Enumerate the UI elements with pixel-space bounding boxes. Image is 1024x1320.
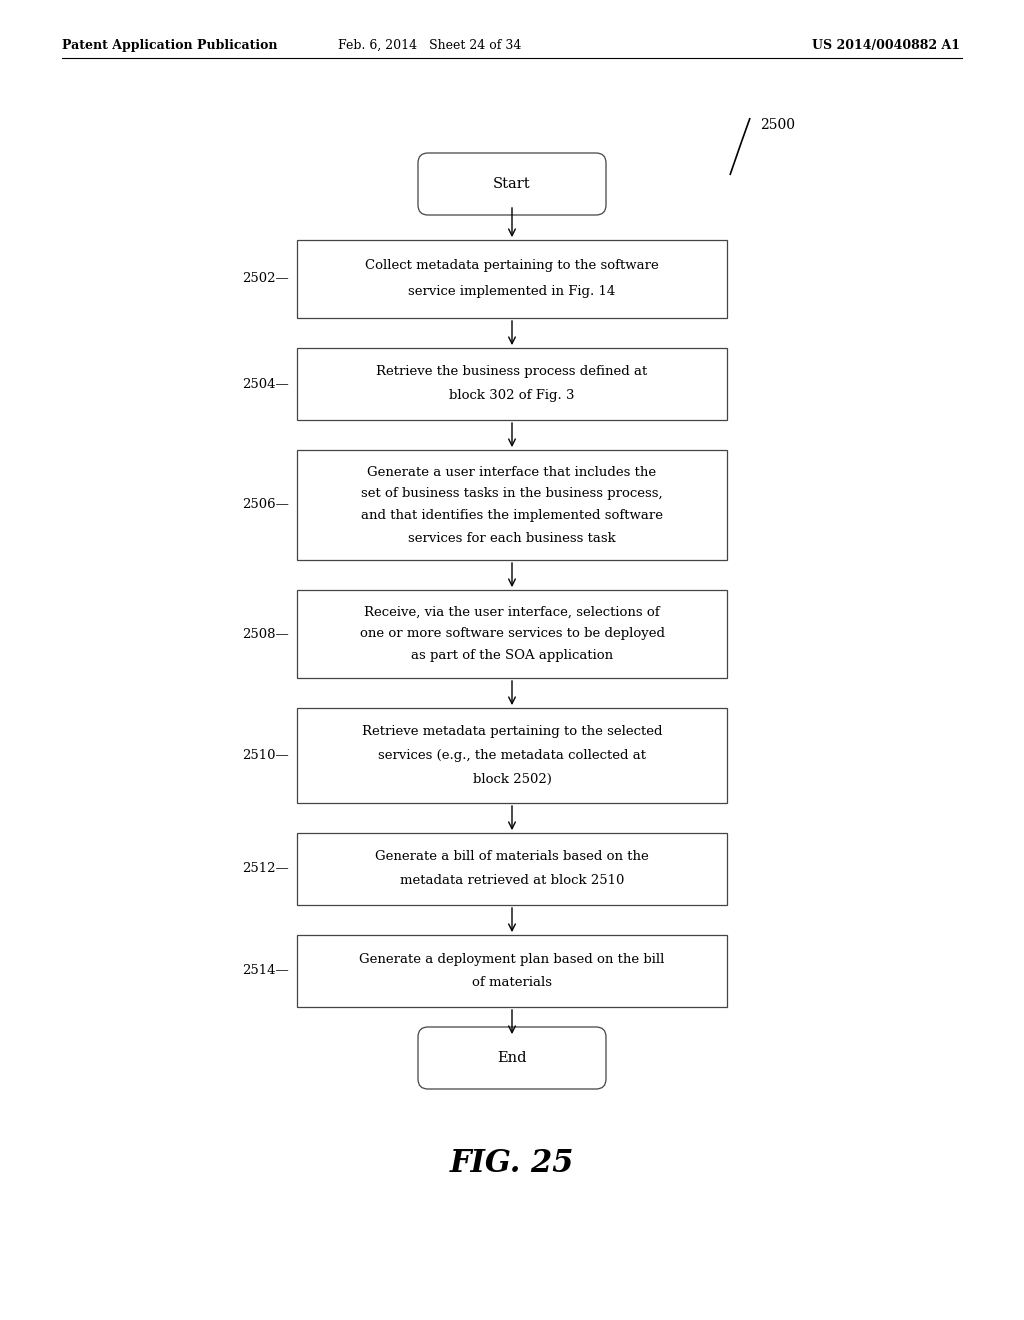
Text: 2508—: 2508— xyxy=(243,627,289,640)
Text: Collect metadata pertaining to the software: Collect metadata pertaining to the softw… xyxy=(366,260,658,272)
Text: Receive, via the user interface, selections of: Receive, via the user interface, selecti… xyxy=(365,606,659,619)
FancyBboxPatch shape xyxy=(418,153,606,215)
Text: Generate a bill of materials based on the: Generate a bill of materials based on th… xyxy=(375,850,649,863)
Text: 2502—: 2502— xyxy=(243,272,289,285)
Text: 2506—: 2506— xyxy=(242,499,289,511)
Text: 2504—: 2504— xyxy=(243,378,289,391)
Text: Generate a deployment plan based on the bill: Generate a deployment plan based on the … xyxy=(359,953,665,965)
Bar xyxy=(297,590,727,678)
Text: services for each business task: services for each business task xyxy=(409,532,615,544)
Text: FIG. 25: FIG. 25 xyxy=(450,1148,574,1180)
Text: block 302 of Fig. 3: block 302 of Fig. 3 xyxy=(450,389,574,403)
Bar xyxy=(297,348,727,420)
Text: 2510—: 2510— xyxy=(243,748,289,762)
Text: block 2502): block 2502) xyxy=(472,772,552,785)
Bar xyxy=(297,935,727,1007)
Text: services (e.g., the metadata collected at: services (e.g., the metadata collected a… xyxy=(378,748,646,762)
Text: one or more software services to be deployed: one or more software services to be depl… xyxy=(359,627,665,640)
Text: of materials: of materials xyxy=(472,977,552,990)
Text: US 2014/0040882 A1: US 2014/0040882 A1 xyxy=(812,38,961,51)
Bar xyxy=(297,450,727,560)
Text: Retrieve the business process defined at: Retrieve the business process defined at xyxy=(377,366,647,379)
Bar xyxy=(297,833,727,906)
Text: metadata retrieved at block 2510: metadata retrieved at block 2510 xyxy=(399,874,625,887)
Text: 2512—: 2512— xyxy=(243,862,289,875)
Text: as part of the SOA application: as part of the SOA application xyxy=(411,649,613,663)
Text: End: End xyxy=(498,1051,526,1065)
Text: Patent Application Publication: Patent Application Publication xyxy=(62,38,278,51)
Text: 2514—: 2514— xyxy=(243,965,289,978)
Text: service implemented in Fig. 14: service implemented in Fig. 14 xyxy=(409,285,615,298)
Text: Feb. 6, 2014   Sheet 24 of 34: Feb. 6, 2014 Sheet 24 of 34 xyxy=(338,38,521,51)
Text: and that identifies the implemented software: and that identifies the implemented soft… xyxy=(361,510,663,523)
Text: 2500: 2500 xyxy=(760,117,795,132)
FancyBboxPatch shape xyxy=(418,1027,606,1089)
Text: Start: Start xyxy=(494,177,530,191)
Bar xyxy=(297,240,727,318)
Text: set of business tasks in the business process,: set of business tasks in the business pr… xyxy=(361,487,663,500)
Bar xyxy=(297,708,727,803)
Text: Generate a user interface that includes the: Generate a user interface that includes … xyxy=(368,466,656,479)
Text: Retrieve metadata pertaining to the selected: Retrieve metadata pertaining to the sele… xyxy=(361,725,663,738)
